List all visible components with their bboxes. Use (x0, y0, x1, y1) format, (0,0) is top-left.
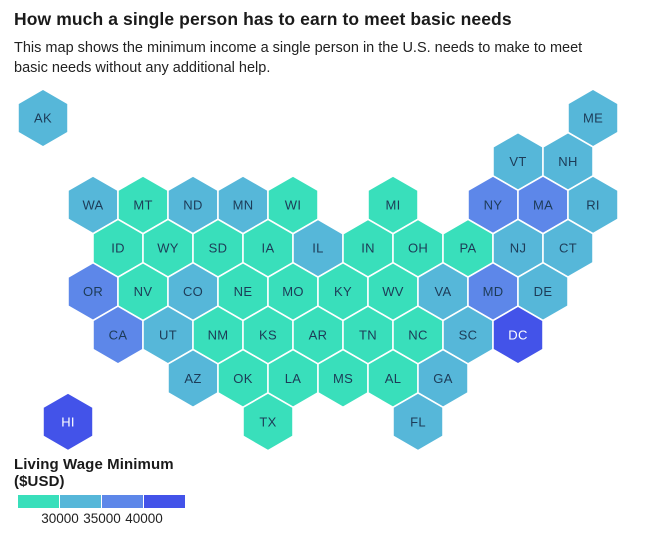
state-hex-shape-FL[interactable] (392, 392, 444, 452)
legend-tick-labels: 30000 35000 40000 (18, 511, 185, 529)
legend-title-line1: Living Wage Minimum (14, 456, 174, 473)
legend-swatch-0 (18, 495, 59, 508)
state-hex-shape-HI[interactable] (42, 392, 94, 452)
state-hex-shape-TX[interactable] (242, 392, 294, 452)
state-hex-AK[interactable]: AK (17, 88, 69, 148)
chart-header: How much a single person has to earn to … (14, 9, 632, 79)
color-legend: Living Wage Minimum ($USD) 30000 35000 4… (14, 456, 234, 529)
state-hex-shape-DC[interactable] (492, 305, 544, 365)
legend-color-bar (18, 495, 185, 508)
legend-swatch-3 (144, 495, 185, 508)
legend-tick-35000: 35000 (83, 511, 121, 526)
page-subtitle: This map shows the minimum income a sing… (14, 39, 583, 77)
state-hex-HI[interactable]: HI (42, 392, 94, 452)
legend-title-line2: ($USD) (14, 472, 65, 490)
legend-tick-30000: 30000 (41, 511, 79, 526)
state-hex-shape-AK[interactable] (17, 88, 69, 148)
page-title: How much a single person has to earn to … (14, 9, 512, 29)
legend-tick-40000: 40000 (125, 511, 163, 526)
legend-swatch-1 (60, 495, 101, 508)
legend-swatch-2 (102, 495, 143, 508)
